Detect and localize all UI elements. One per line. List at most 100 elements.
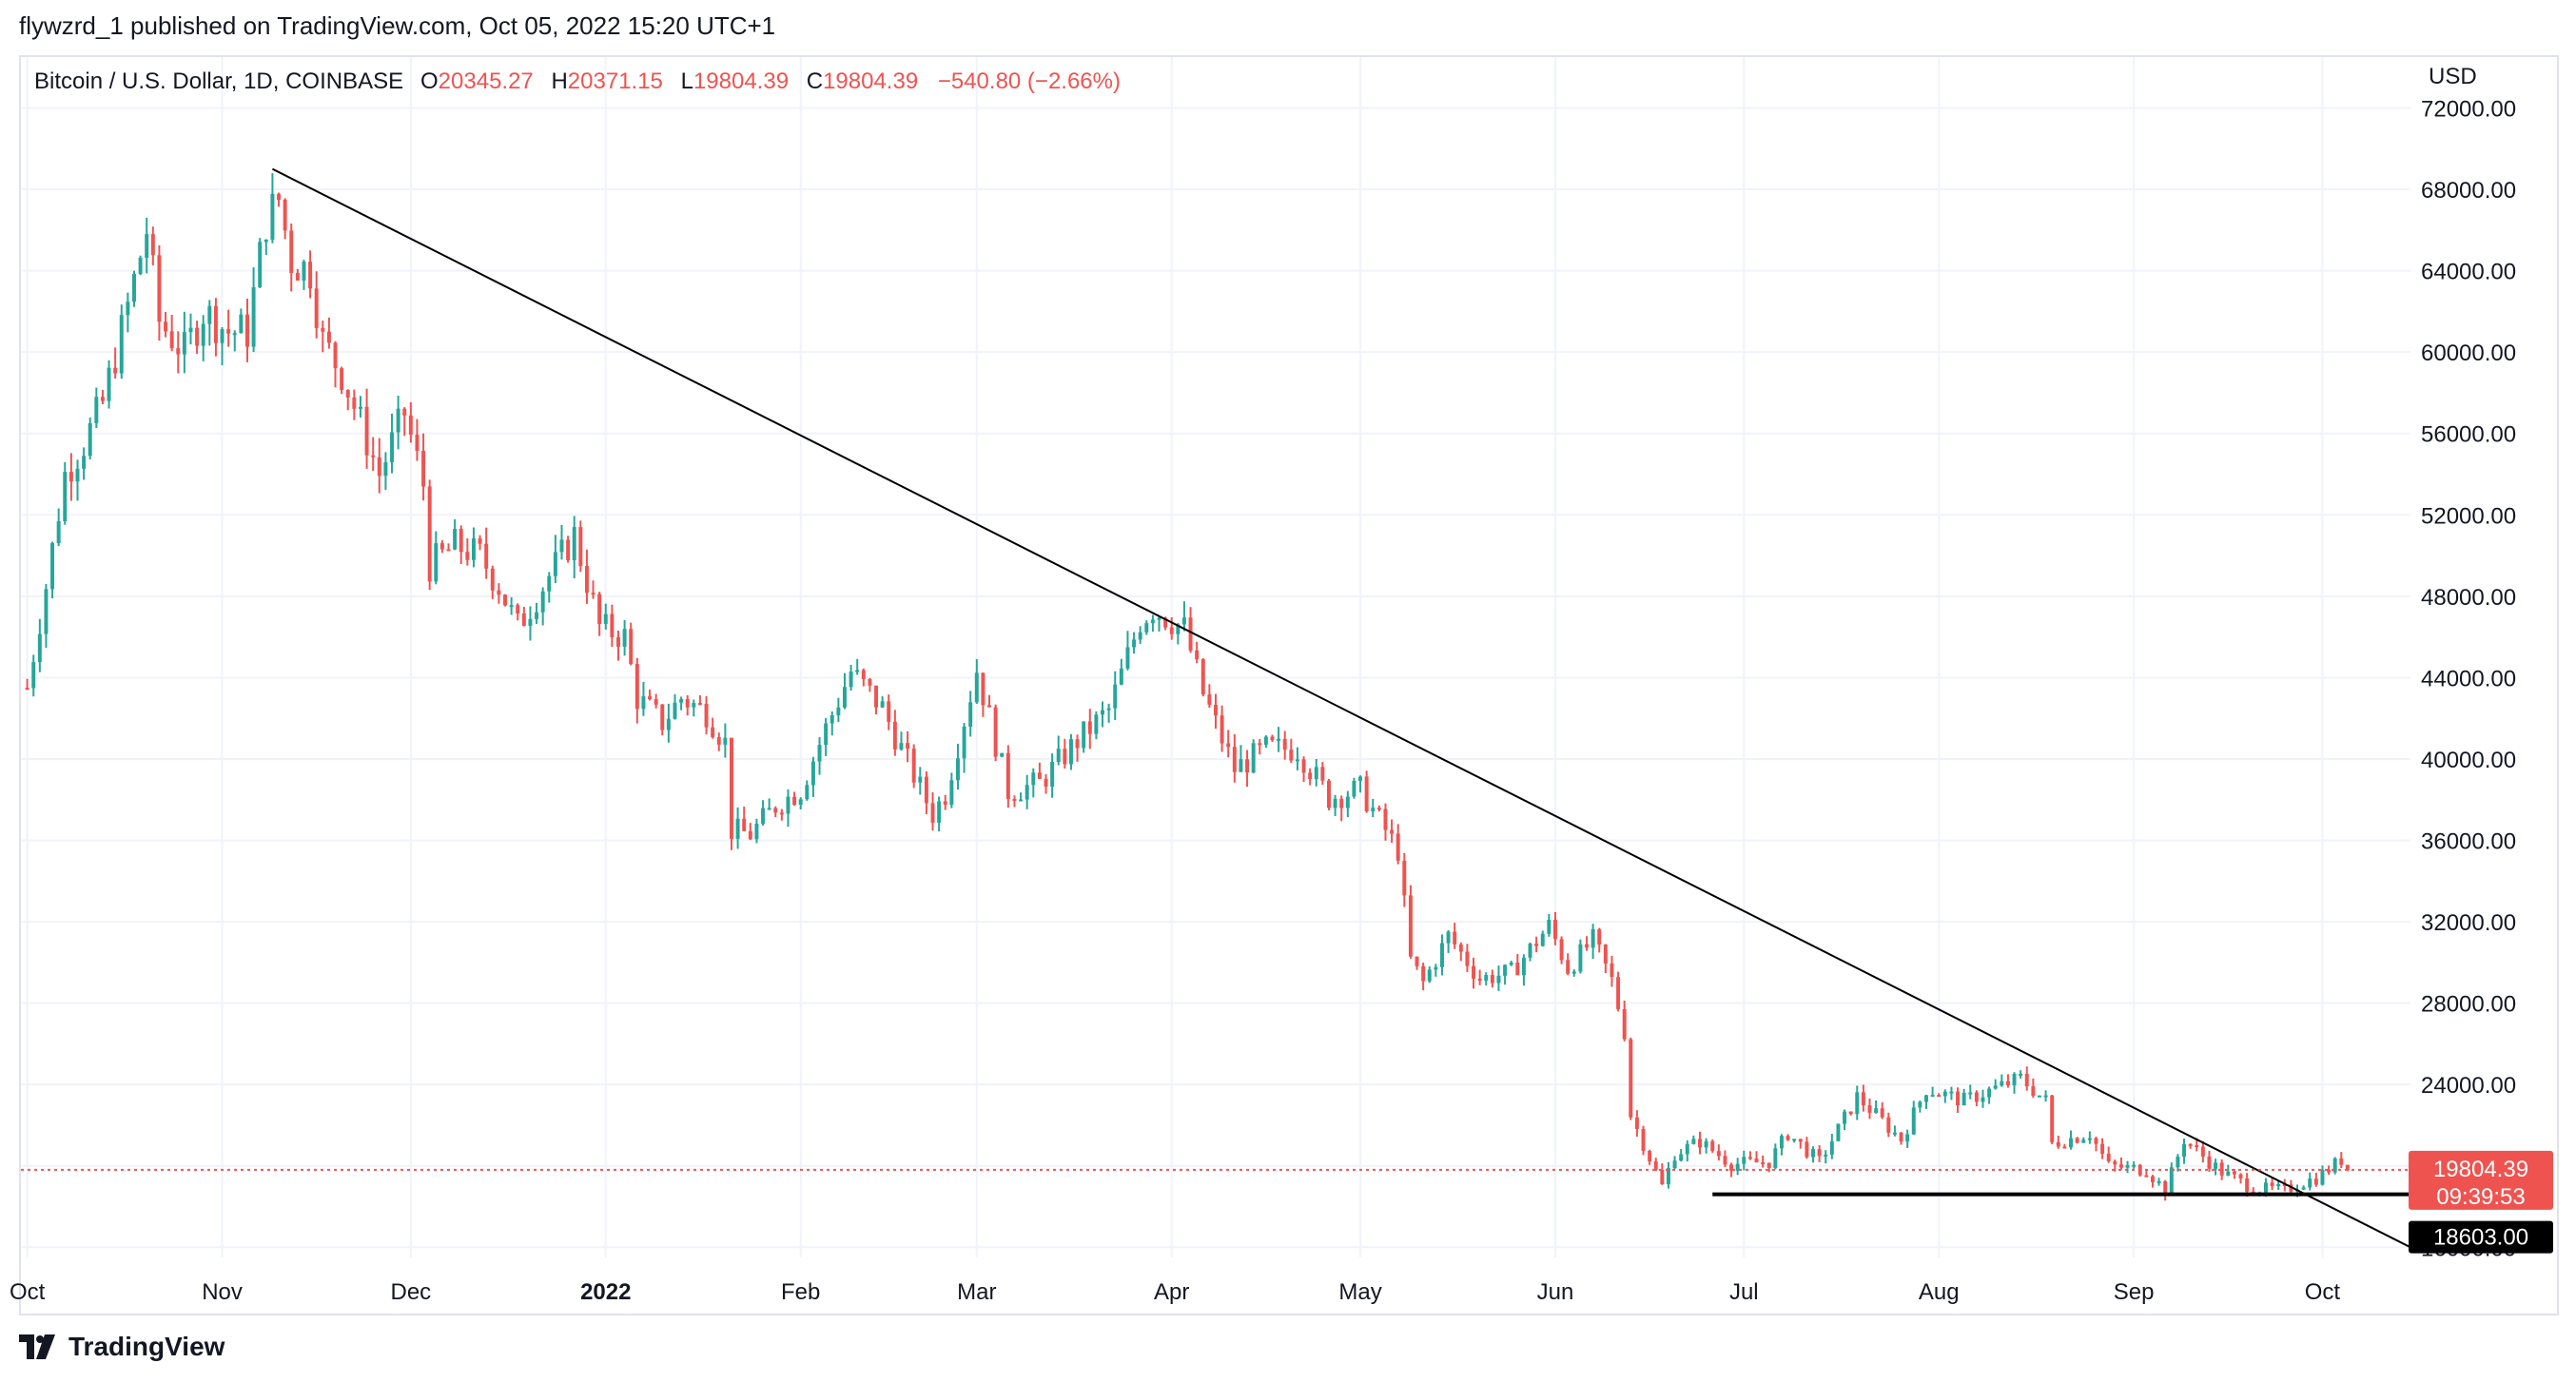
candle-body: [2056, 1141, 2060, 1147]
y-tick-label: 32000.00: [2421, 910, 2516, 936]
candle-body: [1634, 1117, 1639, 1130]
candle-body: [2031, 1086, 2036, 1097]
candle-body: [1333, 798, 1337, 808]
candle: [540, 587, 545, 626]
x-tick-label: 2022: [580, 1279, 631, 1305]
candle-body: [1937, 1095, 1942, 1098]
candle-body: [1540, 933, 1545, 946]
candle: [773, 806, 778, 818]
candle: [2308, 1172, 2313, 1191]
candle: [1691, 1135, 1696, 1145]
candle: [1138, 626, 1142, 644]
candle: [1956, 1087, 1961, 1114]
downtrend-line[interactable]: [271, 167, 2411, 1249]
candle-body: [1735, 1163, 1740, 1171]
candle: [1050, 753, 1055, 798]
candle-body: [666, 718, 671, 730]
candle: [1453, 923, 1457, 949]
candle: [666, 703, 671, 743]
candle-body: [1603, 945, 1608, 964]
candle-body: [1874, 1108, 1879, 1113]
candle-body: [754, 824, 759, 840]
candle-body: [540, 591, 545, 613]
candle: [1761, 1155, 1766, 1168]
candle: [390, 413, 395, 474]
candle-body: [855, 670, 860, 672]
candle: [1150, 614, 1155, 633]
candle-body: [1025, 785, 1029, 800]
candle: [1301, 756, 1306, 782]
candle-body: [1044, 778, 1048, 787]
candle: [352, 389, 357, 420]
candle: [1880, 1101, 1884, 1120]
open-value: 20345.27: [439, 68, 534, 94]
candle: [716, 732, 721, 751]
candle: [1101, 701, 1104, 728]
close-label: C: [807, 68, 823, 94]
candle-body: [584, 566, 589, 594]
candle: [2132, 1161, 2137, 1169]
candle: [553, 535, 557, 584]
candle: [1578, 939, 1583, 974]
candle: [1119, 658, 1123, 686]
candle-body: [446, 549, 451, 552]
candle-body: [195, 327, 200, 346]
candle: [1031, 768, 1036, 798]
candle: [1181, 601, 1186, 632]
candle: [987, 694, 992, 708]
candle: [37, 618, 42, 672]
candle: [1867, 1098, 1872, 1120]
candle-body: [716, 736, 721, 745]
candle-body: [1484, 974, 1489, 982]
candle-body: [138, 257, 143, 275]
candle-body: [2000, 1081, 2004, 1086]
candle: [169, 314, 174, 352]
candle: [453, 518, 458, 551]
y-tick-label: 68000.00: [2421, 178, 2516, 204]
candle-body: [31, 662, 36, 689]
candle: [829, 711, 834, 736]
candle: [220, 327, 224, 366]
candle-body: [251, 287, 256, 347]
candle-body: [364, 406, 369, 456]
y-tick-label: 40000.00: [2421, 748, 2516, 773]
x-tick-label: Jul: [1729, 1279, 1759, 1305]
candle-body: [302, 262, 306, 281]
candle-body: [981, 672, 986, 706]
candle: [1716, 1144, 1721, 1161]
candle-body: [634, 664, 639, 710]
candle: [924, 770, 928, 815]
candle: [1786, 1134, 1790, 1141]
candle: [1125, 631, 1130, 671]
candle-body: [1754, 1158, 1759, 1163]
candle: [1528, 942, 1532, 962]
candle-body: [396, 408, 400, 433]
candle: [1320, 762, 1325, 786]
candle: [119, 304, 124, 380]
candle-body: [968, 702, 973, 727]
candle: [358, 396, 362, 418]
candle-body: [126, 302, 130, 316]
candle-body: [578, 527, 583, 567]
candle-body: [949, 780, 954, 806]
candle-body: [213, 305, 218, 343]
candle: [711, 717, 715, 739]
candle-body: [2125, 1164, 2130, 1168]
candle: [258, 238, 263, 288]
candle: [1987, 1086, 1992, 1104]
candle: [333, 341, 338, 388]
candle: [849, 664, 853, 692]
candle-body: [880, 701, 885, 708]
candle-body: [629, 629, 634, 665]
candle-body: [263, 239, 268, 243]
candle-body: [2100, 1143, 2105, 1154]
candle: [1327, 778, 1331, 810]
candle-body: [1270, 736, 1275, 741]
candle-body: [1364, 776, 1369, 812]
y-tick-label: 52000.00: [2421, 503, 2516, 529]
candle-body: [874, 685, 879, 708]
candle: [1232, 733, 1237, 783]
low-label: L: [681, 68, 693, 94]
candle-body: [993, 707, 998, 757]
